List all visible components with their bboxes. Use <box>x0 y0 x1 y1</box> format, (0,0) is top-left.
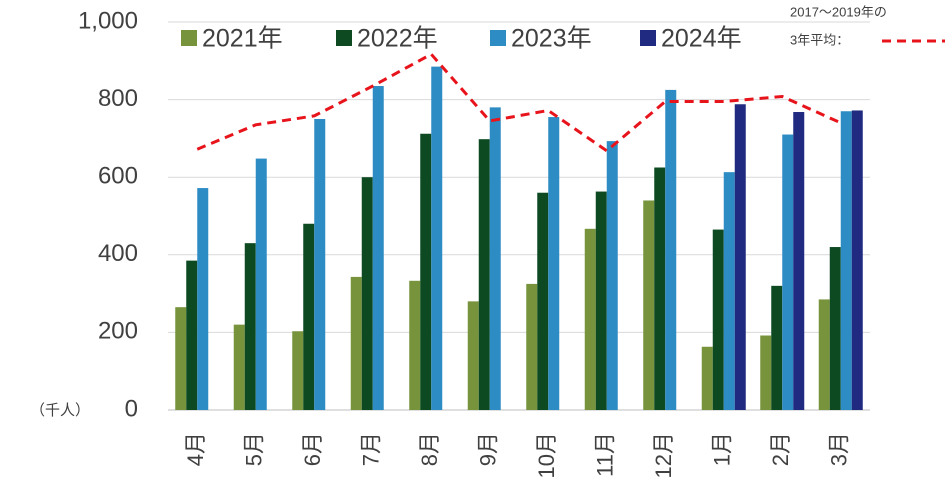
x-tick-label: 11月 <box>593 432 618 477</box>
x-tick-label: 1月 <box>710 432 735 466</box>
x-tick-label: 4月 <box>183 432 208 466</box>
bar <box>734 104 746 411</box>
legend-swatch <box>640 30 656 46</box>
bar <box>851 110 863 411</box>
y-tick-label: 400 <box>98 240 138 267</box>
y-tick-label: 600 <box>98 163 138 190</box>
legend-label: 2017～2019年の <box>790 4 887 19</box>
bar <box>548 117 560 410</box>
x-tick-label: 5月 <box>242 432 267 466</box>
y-tick-label: 200 <box>98 318 138 345</box>
y-tick-label: 0 <box>125 395 138 422</box>
bar <box>595 191 607 410</box>
bar <box>409 280 421 410</box>
legend-label: 3年平均： <box>790 32 849 47</box>
legend-swatch <box>181 30 197 46</box>
bar <box>314 119 326 410</box>
bar <box>233 324 245 410</box>
bar <box>175 307 187 410</box>
bar <box>526 283 538 410</box>
x-tick-label: 9月 <box>476 432 501 466</box>
bar <box>197 188 209 410</box>
bar <box>350 276 362 410</box>
bar <box>712 229 724 410</box>
legend-label: 2022年 <box>357 25 438 53</box>
x-tick-label: 3月 <box>827 432 852 466</box>
bar <box>793 112 805 411</box>
bar <box>584 228 596 410</box>
bar <box>186 260 198 410</box>
bar <box>654 167 666 410</box>
bar <box>782 134 794 410</box>
bar <box>478 139 490 410</box>
bar <box>244 243 256 410</box>
x-tick-label: 10月 <box>534 432 559 478</box>
bar <box>537 192 549 410</box>
bar <box>829 247 841 410</box>
legend-swatch <box>490 30 506 46</box>
bar <box>361 177 373 410</box>
legend-swatch <box>336 30 352 46</box>
legend-label: 2024年 <box>661 25 742 53</box>
unit-label: （千人） <box>30 402 90 419</box>
legend-label: 2021年 <box>202 25 283 53</box>
bar <box>489 107 501 411</box>
bar <box>303 223 315 410</box>
bar <box>255 158 267 410</box>
bar <box>467 301 479 410</box>
bar <box>760 335 772 410</box>
bar <box>431 66 443 411</box>
x-tick-label: 12月 <box>651 432 676 478</box>
x-tick-label: 2月 <box>768 432 793 466</box>
y-tick-label: 800 <box>98 85 138 112</box>
y-tick-label: 1,000 <box>78 7 138 34</box>
bar <box>840 111 852 411</box>
bar <box>643 200 655 410</box>
bar <box>723 172 735 410</box>
bar <box>771 285 783 410</box>
bar <box>420 133 432 410</box>
bar <box>372 86 384 411</box>
bar <box>701 346 713 410</box>
x-tick-label: 8月 <box>417 432 442 466</box>
bar <box>606 141 618 410</box>
bar <box>818 299 830 410</box>
bar <box>292 331 304 410</box>
x-tick-label: 7月 <box>359 432 384 466</box>
average-line <box>196 52 842 153</box>
x-tick-label: 6月 <box>300 432 325 466</box>
legend-label: 2023年 <box>511 25 592 53</box>
bar <box>665 89 677 411</box>
